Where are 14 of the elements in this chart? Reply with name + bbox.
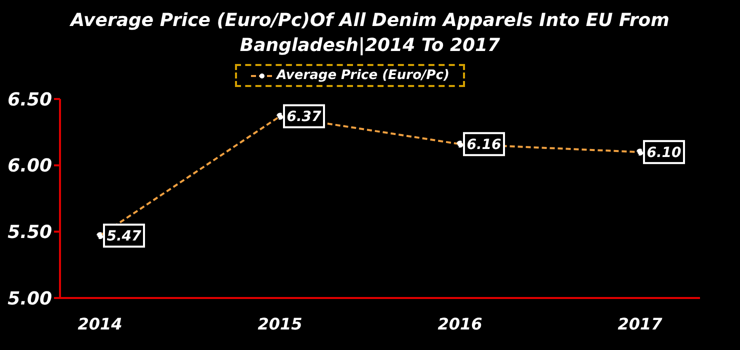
data-label: 6.10 (646, 145, 682, 162)
x-tick-label: 2017 (618, 314, 664, 334)
y-tick-label: 6.00 (8, 156, 52, 177)
y-tick-label: 5.50 (8, 222, 52, 244)
x-tick-label: 2016 (438, 314, 482, 334)
x-tick-label: 2014 (78, 314, 122, 334)
data-label: 6.16 (466, 137, 502, 154)
y-tick-label: 6.50 (8, 89, 52, 110)
chart-title: Average Price (Euro/Pc)Of All Denim Apparels Into EU From Bangladesh|2014 To 2017 (70, 9, 670, 58)
legend-label: Average Price (Euro/Pc) (275, 68, 450, 83)
x-tick-label: 2015 (258, 314, 302, 334)
data-label: 5.47 (106, 228, 142, 245)
data-label: 6.37 (286, 109, 322, 126)
y-tick-label: 5.00 (8, 288, 52, 310)
